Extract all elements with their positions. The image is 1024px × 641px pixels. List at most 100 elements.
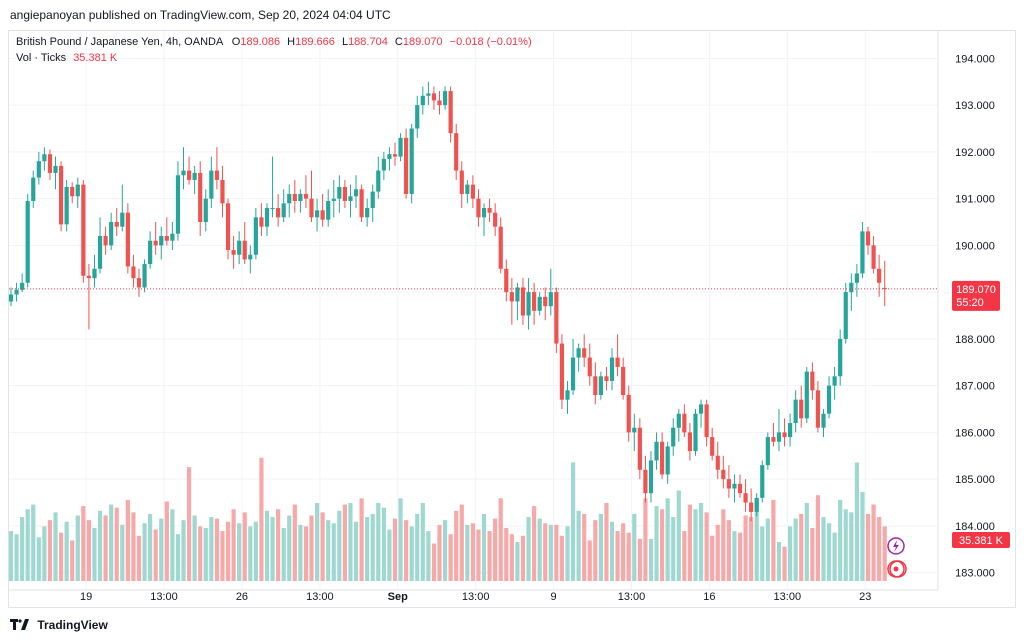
volume-bar [75,515,80,581]
candle-body [548,292,553,307]
volume-bar [92,527,97,581]
candle-body [404,137,409,194]
candle-body [860,231,865,274]
change-value: −0.018 (−0.01%) [449,36,532,48]
candle-body [476,198,481,218]
candle-body [97,236,103,269]
volume-tag [952,532,1010,548]
candle-body [459,170,464,194]
volume-bar [242,512,247,581]
y-tick-label: 190.000 [955,240,995,252]
volume-bar [81,506,86,581]
volume-bar [448,534,453,581]
candle-body [86,275,92,279]
y-tick-label: 194.000 [955,53,995,65]
volume-bar [404,520,409,581]
volume-bar [86,520,92,581]
candle-body [532,292,537,311]
volume-bar [526,517,531,581]
candle-body [120,212,125,227]
volume-bar [793,518,798,581]
volume-bar [810,527,815,581]
x-tick-label: 13:00 [462,591,490,603]
candle-body [760,465,765,498]
volume-bar [220,531,225,581]
volume-bar [832,532,837,581]
candle-body [576,348,581,358]
volume-bar [710,535,715,581]
volume-bar [14,534,19,581]
candle-body [682,413,687,433]
candle-body [821,413,826,428]
candle-body [493,212,498,227]
volume-bar [604,503,609,581]
candle-body [209,170,214,199]
candle-body [370,191,375,208]
candle-body [415,105,420,129]
candle-body [776,432,782,442]
volume-bar [359,498,364,581]
footer-brand[interactable]: TradingView [10,617,108,633]
volume-bar [36,537,41,581]
candle-body [175,175,181,234]
candle-body [832,376,837,386]
volume-bar [170,509,175,581]
candle-body [498,226,503,269]
candle-body [554,292,559,344]
volume-bar [826,523,832,581]
x-tick-label: 16 [703,591,715,603]
volume-bar [537,518,542,581]
last-price-tag [952,280,1000,311]
volume-bar [459,504,464,581]
volume-bar [309,515,314,581]
candle-body [654,441,659,461]
candle-body [632,427,637,433]
volume-bar [715,524,720,581]
candle-body [47,154,53,173]
volume-legend: Vol · Ticks 35.381 K [16,50,117,66]
volume-bar [253,521,258,581]
volume-bar [520,535,526,581]
volume-bar [392,518,398,581]
volume-bar [281,527,286,581]
volume-bar [771,499,776,581]
volume-bar [882,526,887,581]
volume-bar [31,504,36,581]
volume-bar [159,518,164,581]
volume-bar [587,540,592,581]
candle-body [136,278,142,288]
candle-body [715,455,720,470]
volume-label[interactable]: Vol · Ticks [16,52,67,64]
volume-bar [120,524,125,581]
y-tick-label: 188.000 [955,334,995,346]
candle-body [153,240,158,246]
volume-bar [20,517,25,581]
volume-bar [125,499,130,581]
candle-body [348,196,353,201]
high-label: H [287,36,296,48]
volume-bar [838,499,843,581]
symbol-title[interactable]: British Pound / Japanese Yen, 4h, OANDA [16,36,223,48]
open-label: O [231,36,241,48]
candle-body [826,385,832,414]
y-tick-label: 185.000 [955,474,995,486]
candle-body [442,91,448,106]
candle-body [526,292,531,316]
volume-bar [504,527,509,581]
candle-body [788,423,793,438]
volume-bar [470,523,475,581]
candle-body [799,399,804,419]
volume-bar [626,532,631,581]
volume-bar [788,526,793,581]
candle-body [854,273,859,283]
candle-body [170,233,175,241]
candle-body [253,217,258,255]
candle-body [598,376,603,395]
volume-bar [175,534,181,581]
candle-body [543,296,548,307]
candle-body [242,240,247,260]
candle-body [626,394,631,433]
volume-bar [732,531,737,581]
volume-bar [353,521,359,581]
